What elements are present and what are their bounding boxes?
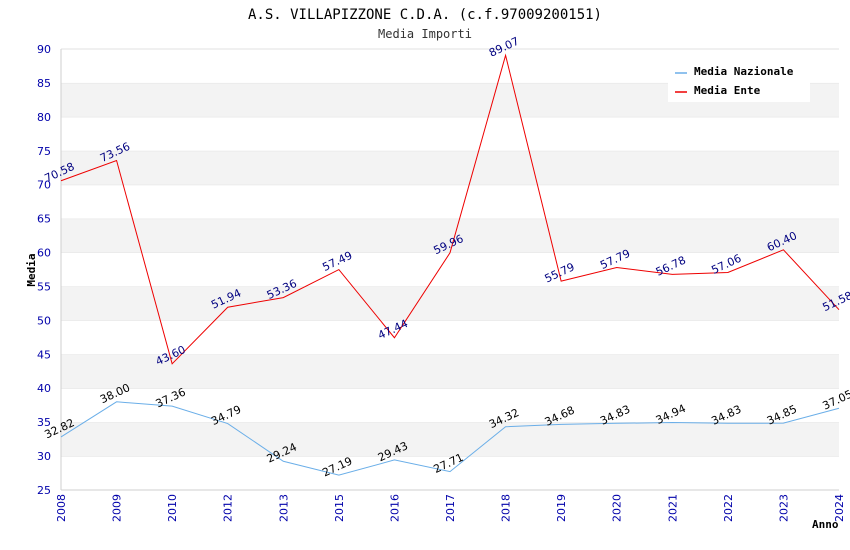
chart-subtitle: Media Importi — [378, 27, 472, 41]
y-tick-label: 60 — [37, 247, 51, 260]
grid-band — [61, 116, 839, 151]
x-tick-label: 2021 — [666, 494, 679, 522]
grid-band — [61, 354, 839, 389]
grid-band — [61, 320, 839, 355]
x-tick-label: 2020 — [611, 494, 624, 522]
grid-band — [61, 218, 839, 253]
grid-band — [61, 456, 839, 490]
grid-band — [61, 388, 839, 423]
y-tick-label: 50 — [37, 314, 51, 327]
legend: Media Nazionale Media Ente — [668, 60, 810, 102]
y-tick-label: 65 — [37, 213, 51, 226]
series-line-1 — [60, 53, 840, 365]
y-tick-label: 35 — [37, 416, 51, 429]
x-tick-label: 2015 — [333, 494, 346, 522]
series-lines — [60, 53, 840, 476]
x-tick-labels: 2008 2009 2010 2012 2013 2015 2016 2017 2018 2019… — [55, 494, 846, 522]
x-tick-label: 2024 — [833, 494, 846, 522]
x-tick-label: 2022 — [722, 494, 735, 522]
grid-band — [61, 184, 839, 219]
y-axis-label: Media — [25, 253, 38, 286]
grid-band — [61, 252, 839, 287]
series-line-0 — [60, 401, 840, 476]
x-tick-label: 2012 — [222, 494, 235, 522]
legend-background — [668, 60, 810, 102]
x-tick-label: 2016 — [388, 494, 401, 522]
y-tick-label: 40 — [37, 382, 51, 395]
axes — [60, 49, 839, 491]
x-tick-label: 2018 — [500, 494, 513, 522]
y-tick-labels: 25 30 35 40 45 50 55 60 65 70 75 80 85 90 — [37, 43, 51, 497]
y-tick-label: 45 — [37, 348, 51, 361]
y-tick-label: 55 — [37, 280, 51, 293]
grid-band — [61, 422, 839, 457]
y-tick-label: 80 — [37, 111, 51, 124]
x-tick-label: 2008 — [55, 494, 68, 522]
x-tick-label: 2023 — [777, 494, 790, 522]
y-tick-label: 85 — [37, 77, 51, 90]
y-tick-label: 25 — [37, 484, 51, 497]
grid-band — [61, 150, 839, 185]
y-tick-label: 70 — [37, 179, 51, 192]
grid-band — [61, 286, 839, 321]
y-tick-label: 90 — [37, 43, 51, 56]
x-tick-label: 2017 — [444, 494, 457, 522]
y-tick-label: 75 — [37, 145, 51, 158]
legend-label-media-nazionale: Media Nazionale — [694, 65, 794, 78]
x-tick-label: 2010 — [166, 494, 179, 522]
x-axis-label: Anno — [812, 518, 839, 531]
x-tick-label: 2013 — [277, 494, 290, 522]
legend-label-media-ente: Media Ente — [694, 84, 761, 97]
x-tick-label: 2019 — [555, 494, 568, 522]
y-tick-label: 30 — [37, 450, 51, 463]
chart-title: A.S. VILLAPIZZONE C.D.A. (c.f.9700920015… — [248, 7, 602, 23]
x-tick-label: 2009 — [111, 494, 124, 522]
